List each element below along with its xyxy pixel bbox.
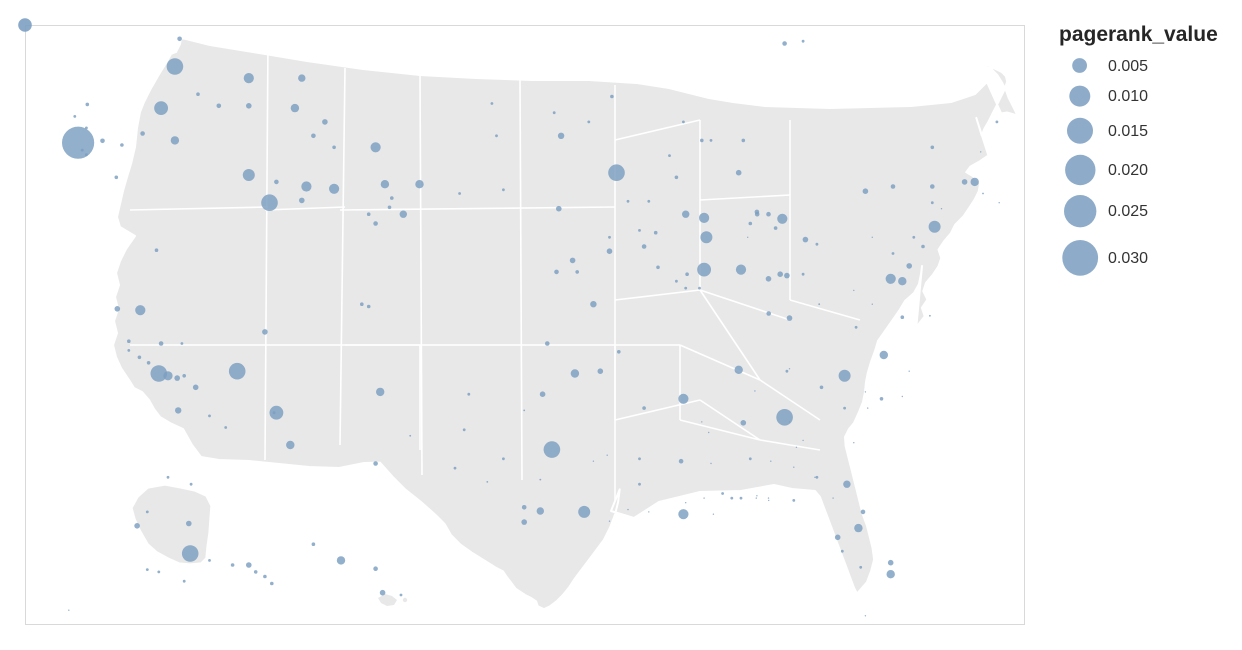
svg-text:0.020: 0.020 xyxy=(1108,162,1148,179)
svg-text:0.030: 0.030 xyxy=(1108,250,1148,267)
svg-text:0.005: 0.005 xyxy=(1108,58,1148,75)
svg-text:pagerank_value: pagerank_value xyxy=(1059,23,1218,46)
svg-text:0.025: 0.025 xyxy=(1108,203,1148,220)
svg-text:0.010: 0.010 xyxy=(1108,88,1148,105)
svg-text:0.015: 0.015 xyxy=(1108,123,1148,140)
